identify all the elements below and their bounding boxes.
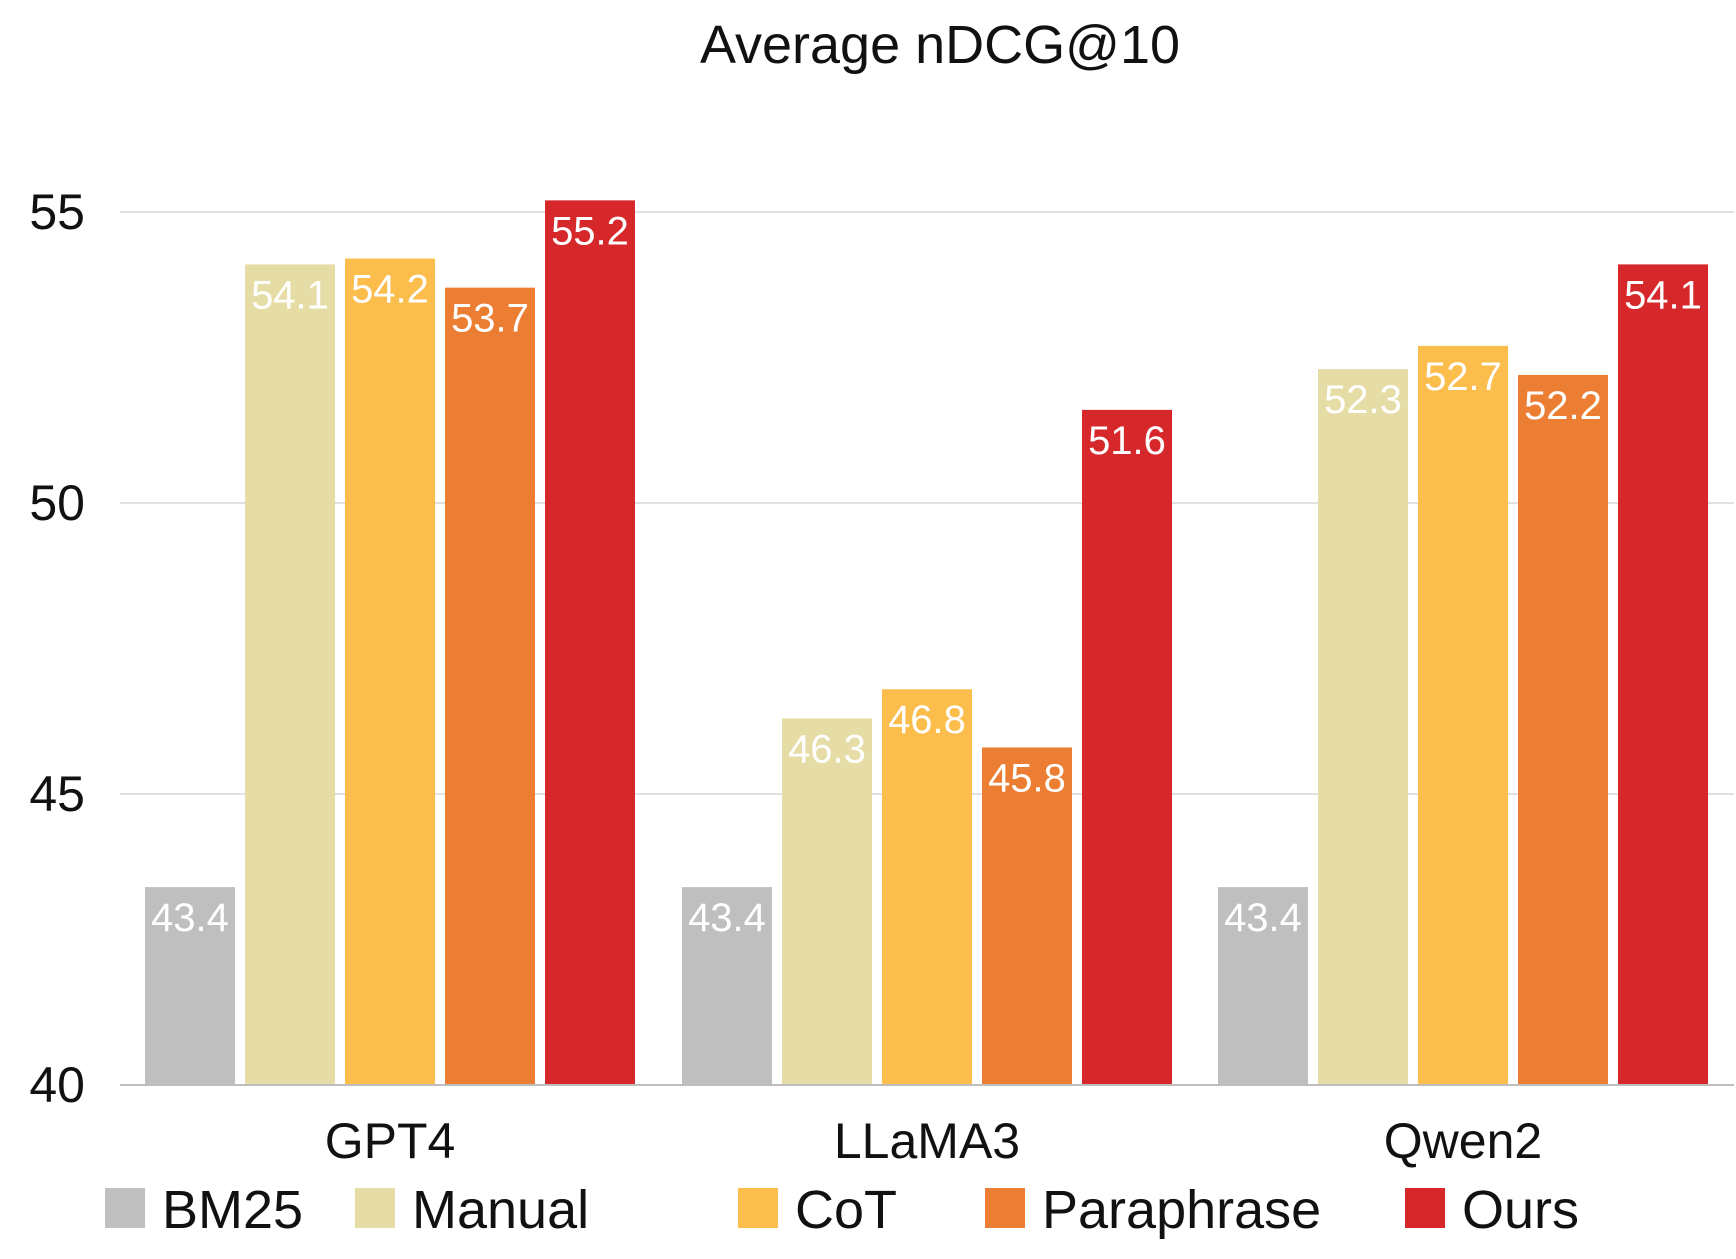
- bar-qwen2-ours: [1618, 264, 1708, 1085]
- bar-gpt4-manual: [245, 264, 335, 1085]
- x-tick-label-llama3: LLaMA3: [834, 1113, 1020, 1169]
- y-axis-ticks: 40 45 50 55: [29, 184, 85, 1113]
- bar-gpt4-ours: [545, 200, 635, 1086]
- bar-value-label-llama3-manual: 46.3: [788, 727, 866, 771]
- bar-value-label-qwen2-ours: 54.1: [1624, 273, 1702, 317]
- x-axis-ticks: GPT4 LLaMA3 Qwen2: [325, 1113, 1543, 1169]
- legend-swatch-manual: [355, 1188, 395, 1228]
- y-tick-label-40: 40: [29, 1057, 85, 1113]
- bar-llama3-manual: [782, 718, 872, 1085]
- bar-value-labels: 43.4 54.1 54.2 53.7 55.2 43.4 46.3 46.8 45.8 51.6…: [151, 209, 1702, 940]
- bar-qwen2-manual: [1318, 369, 1408, 1085]
- bar-value-label-qwen2-bm25: 43.4: [1224, 896, 1302, 940]
- legend-swatch-bm25: [105, 1188, 145, 1228]
- bar-value-label-qwen2-paraphrase: 52.2: [1524, 384, 1602, 428]
- bar-qwen2-cot: [1418, 345, 1508, 1085]
- bar-value-label-qwen2-cot: 52.7: [1424, 355, 1502, 399]
- legend-label-cot: CoT: [795, 1180, 897, 1240]
- bar-value-label-qwen2-manual: 52.3: [1324, 378, 1402, 422]
- chart-title: Average nDCG@10: [700, 15, 1180, 75]
- bar-llama3-bm25: [682, 887, 772, 1085]
- bar-value-label-gpt4-bm25: 43.4: [151, 896, 229, 940]
- legend-label-manual: Manual: [412, 1180, 589, 1240]
- legend-label-bm25: BM25: [162, 1180, 303, 1240]
- bar-value-label-gpt4-cot: 54.2: [351, 268, 429, 312]
- legend-swatch-ours: [1405, 1188, 1445, 1228]
- x-tick-label-qwen2: Qwen2: [1384, 1113, 1542, 1169]
- bars: [145, 200, 1708, 1086]
- y-tick-label-55: 55: [29, 184, 85, 240]
- bar-value-label-gpt4-ours: 55.2: [551, 209, 629, 253]
- bar-value-label-gpt4-paraphrase: 53.7: [451, 297, 529, 341]
- legend: BM25 Manual CoT Paraphrase Ours: [105, 1180, 1579, 1240]
- bar-qwen2-paraphrase: [1518, 374, 1608, 1086]
- legend-label-paraphrase: Paraphrase: [1042, 1180, 1321, 1240]
- bar-value-label-llama3-bm25: 43.4: [688, 896, 766, 940]
- legend-swatch-paraphrase: [985, 1188, 1025, 1228]
- bar-llama3-paraphrase: [982, 747, 1072, 1085]
- bar-value-label-llama3-ours: 51.6: [1088, 419, 1166, 463]
- bar-value-label-gpt4-manual: 54.1: [251, 273, 329, 317]
- y-tick-label-45: 45: [29, 766, 85, 822]
- bar-llama3-cot: [882, 689, 972, 1085]
- bar-llama3-ours: [1082, 409, 1172, 1085]
- bar-qwen2-bm25: [1218, 887, 1308, 1085]
- x-tick-label-gpt4: GPT4: [325, 1113, 456, 1169]
- y-tick-label-50: 50: [29, 475, 85, 531]
- bar-gpt4-paraphrase: [445, 287, 535, 1085]
- legend-label-ours: Ours: [1462, 1180, 1579, 1240]
- bar-value-label-llama3-paraphrase: 45.8: [988, 756, 1066, 800]
- bar-value-label-llama3-cot: 46.8: [888, 698, 966, 742]
- bar-gpt4-bm25: [145, 887, 235, 1085]
- legend-swatch-cot: [738, 1188, 778, 1228]
- bar-gpt4-cot: [345, 258, 435, 1085]
